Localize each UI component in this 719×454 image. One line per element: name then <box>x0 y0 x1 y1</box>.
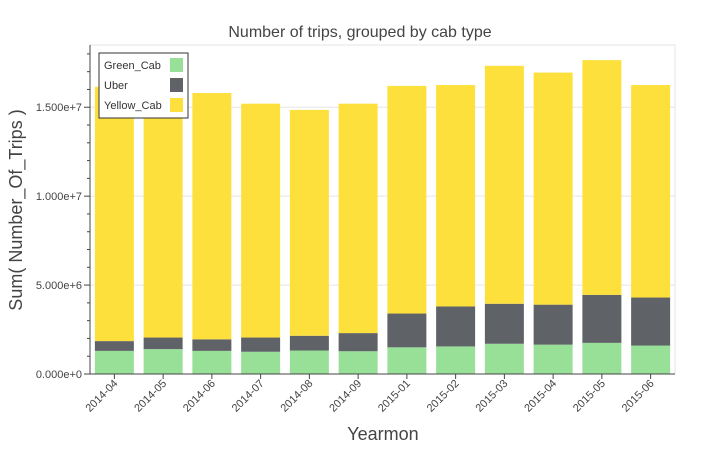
bar-green-cab-2015-06 <box>631 345 671 374</box>
x-tick-label: 2014-04 <box>83 378 120 415</box>
bar-yellow-cab-2015-06 <box>631 85 671 298</box>
legend-label: Green_Cab <box>104 60 161 72</box>
bar-yellow-cab-2015-05 <box>582 60 622 295</box>
y-axis-label: Sum( Number_Of_Trips ) <box>6 109 27 310</box>
bar-uber-2014-04 <box>94 341 134 351</box>
x-tick-label: 2014-09 <box>327 378 364 415</box>
bar-uber-2014-05 <box>143 337 183 350</box>
bars <box>94 60 671 374</box>
bar-green-cab-2015-03 <box>484 343 524 374</box>
bar-green-cab-2014-09 <box>338 351 378 374</box>
x-tick-label: 2015-04 <box>522 378 559 415</box>
bar-yellow-cab-2015-03 <box>484 65 524 304</box>
x-tick-label: 2015-05 <box>571 378 608 415</box>
y-tick-label: 1.000e+7 <box>36 191 82 203</box>
bar-uber-2014-09 <box>338 333 378 352</box>
bar-green-cab-2015-04 <box>533 344 573 374</box>
bar-uber-2014-07 <box>241 337 281 352</box>
x-tick-label: 2014-06 <box>181 378 218 415</box>
bar-uber-2015-04 <box>533 304 573 345</box>
x-tick-label: 2015-02 <box>425 378 462 415</box>
legend-swatch <box>170 78 183 92</box>
bar-uber-2014-06 <box>192 339 232 351</box>
x-tick-label: 2014-08 <box>278 378 315 415</box>
bar-green-cab-2014-07 <box>241 351 281 374</box>
bar-uber-2015-01 <box>387 313 427 348</box>
bar-uber-2015-05 <box>582 294 622 343</box>
chart-title: Number of trips, grouped by cab type <box>228 24 491 41</box>
bar-yellow-cab-2014-08 <box>289 109 329 336</box>
x-axis-label: Yearmon <box>347 424 418 444</box>
bar-green-cab-2015-02 <box>436 346 476 374</box>
x-tick-label: 2014-05 <box>132 378 169 415</box>
bar-yellow-cab-2014-04 <box>94 86 134 342</box>
x-tick-label: 2015-01 <box>376 378 413 415</box>
legend-swatch <box>170 98 183 112</box>
bar-yellow-cab-2015-01 <box>387 85 427 314</box>
bar-green-cab-2015-05 <box>582 342 622 374</box>
bar-yellow-cab-2015-04 <box>533 72 573 305</box>
x-tick-label: 2014-07 <box>230 378 267 415</box>
bar-yellow-cab-2015-02 <box>436 85 476 307</box>
bar-uber-2014-08 <box>289 335 329 351</box>
bar-yellow-cab-2014-06 <box>192 93 232 340</box>
x-tick-label: 2015-03 <box>473 378 510 415</box>
legend-label: Uber <box>104 80 128 92</box>
bar-uber-2015-06 <box>631 297 671 346</box>
y-tick-label: 0.000e+0 <box>36 369 82 381</box>
bar-green-cab-2014-06 <box>192 350 232 374</box>
x-tick-label: 2015-06 <box>620 378 657 415</box>
bar-yellow-cab-2014-09 <box>338 103 378 334</box>
bar-yellow-cab-2014-07 <box>241 103 281 338</box>
bar-yellow-cab-2014-05 <box>143 92 183 338</box>
bar-uber-2015-02 <box>436 306 476 347</box>
legend-label: Yellow_Cab <box>104 100 162 112</box>
bar-green-cab-2014-08 <box>289 350 329 374</box>
bar-green-cab-2014-05 <box>143 349 183 374</box>
bar-green-cab-2015-01 <box>387 347 427 374</box>
bar-green-cab-2014-04 <box>94 350 134 374</box>
y-tick-label: 1.500e+7 <box>36 102 82 114</box>
legend-swatch <box>170 58 183 72</box>
y-tick-label: 5.000e+6 <box>36 280 82 292</box>
bar-uber-2015-03 <box>484 303 524 344</box>
legend: Green_Cab Uber Yellow_Cab <box>98 52 189 119</box>
